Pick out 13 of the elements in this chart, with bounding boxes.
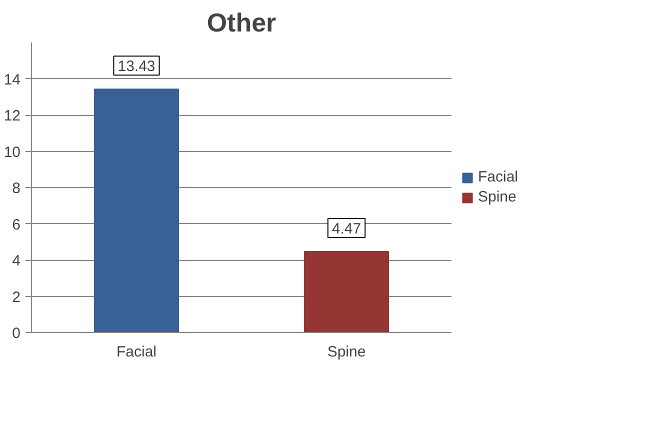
y-tick-label: 14: [4, 71, 21, 88]
legend-label: Spine: [478, 188, 516, 206]
y-tick-label: 12: [4, 108, 21, 124]
data-label: 4.47: [332, 220, 362, 238]
chart-title: Other: [206, 8, 276, 38]
y-tick-label: 6: [12, 216, 20, 234]
legend-label: Facial: [478, 168, 518, 186]
y-tick-label: 10: [4, 144, 21, 161]
data-label: 13.43: [118, 58, 156, 76]
y-tick-label: 2: [12, 288, 20, 306]
y-tick-label: 0: [12, 325, 20, 342]
y-tick-label: 8: [12, 180, 20, 197]
y-tick-label: 4: [12, 252, 20, 270]
